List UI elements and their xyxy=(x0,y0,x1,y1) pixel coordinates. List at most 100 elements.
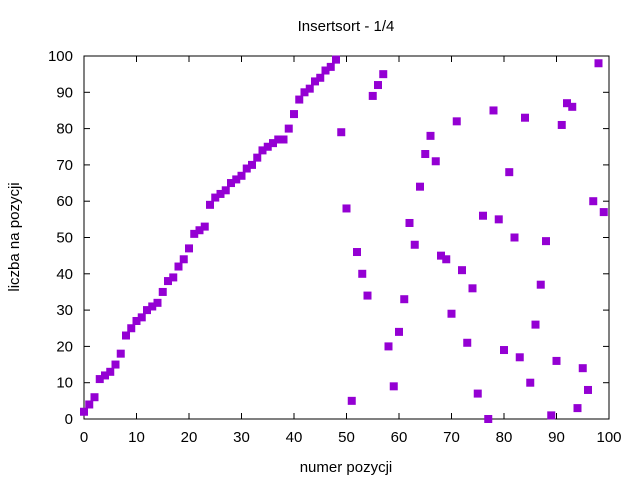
data-point xyxy=(594,59,603,68)
data-point xyxy=(232,175,241,184)
data-point xyxy=(237,171,246,180)
data-point xyxy=(248,160,256,169)
data-point xyxy=(311,77,319,86)
data-point xyxy=(416,182,424,191)
data-point xyxy=(206,200,214,209)
data-point xyxy=(515,353,524,362)
data-point xyxy=(531,320,540,329)
data-point xyxy=(332,55,340,64)
data-point xyxy=(489,106,498,115)
data-point xyxy=(284,124,293,133)
data-point xyxy=(221,186,230,195)
data-point xyxy=(158,287,167,296)
data-point xyxy=(431,157,440,166)
data-point xyxy=(179,255,188,264)
y-tick-label: 80 xyxy=(56,121,73,138)
data-point xyxy=(542,237,550,246)
x-tick-label: 100 xyxy=(596,429,621,446)
data-point xyxy=(400,295,409,304)
x-tick-label: 50 xyxy=(338,429,355,446)
y-tick-label: 30 xyxy=(56,302,73,319)
data-point xyxy=(526,378,535,387)
data-point xyxy=(458,266,466,275)
data-point xyxy=(326,62,335,71)
data-point xyxy=(111,360,120,369)
data-point xyxy=(500,346,508,355)
data-point xyxy=(253,153,262,162)
data-point xyxy=(463,338,472,347)
data-point xyxy=(473,389,482,398)
x-tick-label: 90 xyxy=(548,429,565,446)
data-point xyxy=(563,99,571,108)
y-tick-label: 60 xyxy=(56,193,73,210)
data-point xyxy=(479,211,487,220)
data-point xyxy=(363,291,372,300)
data-point xyxy=(384,342,393,351)
data-point xyxy=(122,331,130,340)
plot-frame xyxy=(83,55,610,420)
data-point xyxy=(263,142,272,151)
data-point xyxy=(195,226,204,235)
data-point xyxy=(589,197,598,206)
y-tick-label: 70 xyxy=(56,157,73,174)
data-point xyxy=(552,356,561,365)
data-point xyxy=(200,222,209,231)
data-point xyxy=(90,393,99,402)
data-point xyxy=(153,298,162,307)
data-point xyxy=(510,233,519,242)
data-point xyxy=(342,204,351,213)
data-point xyxy=(101,371,109,380)
data-point xyxy=(452,117,461,126)
x-tick-label: 60 xyxy=(391,429,408,446)
data-point xyxy=(148,302,157,311)
data-point xyxy=(374,81,382,90)
data-point xyxy=(468,284,477,293)
data-point xyxy=(536,280,545,289)
data-point xyxy=(557,120,566,129)
x-tick-label: 10 xyxy=(128,429,145,446)
data-point xyxy=(116,349,125,358)
axis-ticks: 0 10 20 30 40 50 60 70 80 90 100 0 10 20 30 40 50 60 70 80 9… xyxy=(48,48,622,446)
data-point xyxy=(358,269,367,278)
data-point xyxy=(599,208,608,217)
data-point xyxy=(106,367,115,376)
data-point xyxy=(547,411,556,420)
data-point xyxy=(185,244,193,253)
data-point xyxy=(190,229,199,238)
data-point xyxy=(164,277,172,286)
data-point xyxy=(568,102,577,111)
y-tick-label: 0 xyxy=(65,411,73,428)
data-point xyxy=(127,324,136,333)
data-point xyxy=(573,404,582,413)
data-point xyxy=(85,400,94,409)
data-point xyxy=(505,168,514,177)
data-point xyxy=(426,131,435,140)
data-point xyxy=(169,273,178,282)
data-point xyxy=(137,313,146,322)
data-point xyxy=(578,364,587,373)
data-point xyxy=(300,88,309,97)
data-point xyxy=(521,113,529,122)
data-point xyxy=(321,66,330,75)
data-point xyxy=(353,248,361,257)
x-tick-label: 20 xyxy=(181,429,198,446)
x-tick-label: 70 xyxy=(443,429,460,446)
data-point xyxy=(442,255,451,264)
data-point xyxy=(80,407,88,416)
data-point xyxy=(295,95,304,104)
y-tick-label: 90 xyxy=(56,84,73,101)
x-tick-label: 80 xyxy=(496,429,513,446)
y-tick-label: 20 xyxy=(56,338,73,355)
data-point xyxy=(494,215,503,224)
y-tick-label: 40 xyxy=(56,266,73,283)
data-point xyxy=(584,385,592,394)
data-point xyxy=(316,73,325,82)
data-point xyxy=(132,316,141,325)
data-point xyxy=(258,146,267,155)
data-point xyxy=(389,382,398,391)
data-point xyxy=(437,251,445,260)
data-point xyxy=(279,135,288,144)
x-tick-label: 0 xyxy=(80,429,88,446)
data-point xyxy=(410,240,419,249)
